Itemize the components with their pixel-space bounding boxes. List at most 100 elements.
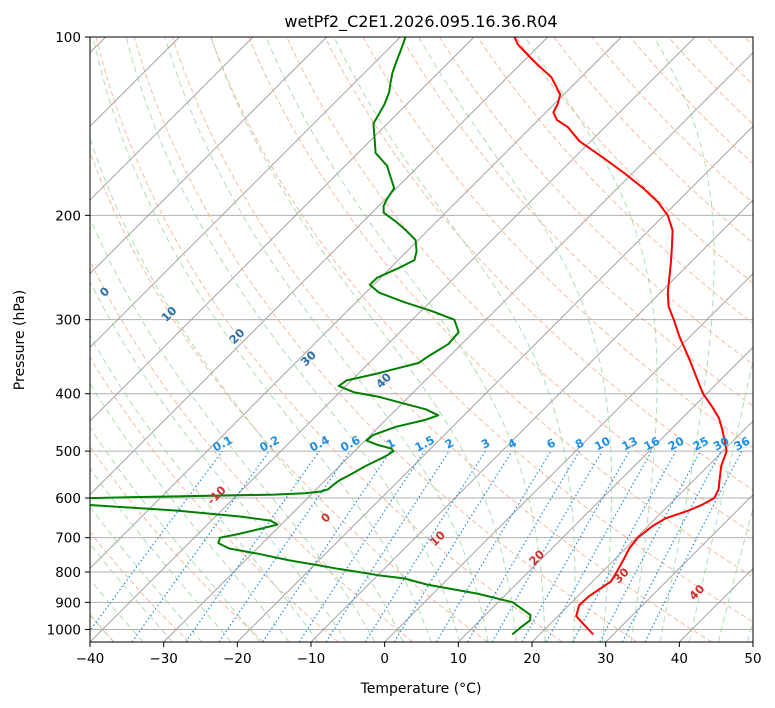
- moist-adiabat--16: [90, 382, 290, 642]
- x-axis-label: Temperature (°C): [360, 681, 482, 697]
- x-tick-label--20: −20: [223, 651, 252, 667]
- moist-adiabat--8: [90, 280, 347, 642]
- mixing-ratio-label-30: 30: [711, 434, 732, 454]
- moist-adiabat-lines: [90, 37, 753, 642]
- x-tick-label--30: −30: [149, 651, 178, 667]
- mixing-ratio-label-13: 13: [619, 434, 640, 454]
- isotherm-lines: [90, 37, 753, 642]
- mixing-ratio-line-36: [644, 450, 743, 642]
- moist-adiabat-12: [164, 37, 489, 642]
- x-tick-label--10: −10: [297, 651, 326, 667]
- y-tick-label-800: 800: [55, 565, 81, 581]
- moist-adiabat-32: [524, 37, 658, 642]
- mixing-ratio-label-20: 20: [666, 434, 687, 454]
- dry-adiabat-40: [171, 37, 712, 642]
- isotherm-20: [531, 420, 753, 642]
- isotherm--40: [90, 37, 696, 642]
- moist-adiabat-0: [90, 136, 404, 642]
- moist-adiabat--28: [90, 505, 203, 642]
- y-tick-label-400: 400: [55, 387, 81, 403]
- moist-adiabat-36: [653, 37, 715, 642]
- x-tick-label-30: 30: [597, 651, 614, 667]
- mixing-ratio-line-1.5: [298, 450, 425, 642]
- isotherm--30: [163, 52, 753, 642]
- moist-adiabat--20: [90, 426, 261, 642]
- x-tick-label-10: 10: [450, 651, 467, 667]
- y-tick-label-600: 600: [55, 491, 81, 507]
- moist-adiabat--4: [90, 216, 376, 642]
- moist-adiabat--32: [90, 542, 173, 642]
- moist-adiabat--24: [90, 467, 232, 642]
- dry-adiabat--10: [90, 356, 339, 642]
- moist-adiabat-20: [265, 37, 546, 642]
- dry-adiabat--20: [90, 445, 264, 642]
- isobar-grid: [90, 37, 753, 630]
- y-tick-label-1000: 1000: [47, 622, 81, 638]
- x-tick-label-0: 0: [380, 651, 389, 667]
- mixing-ratio-line-20: [572, 450, 677, 642]
- dry-adiabat-30: [133, 37, 638, 642]
- moist-adiabat-24: [333, 37, 576, 642]
- isotherm-10: [458, 346, 753, 642]
- chart-title: wetPf2_C2E1.2026.095.16.36.R04: [284, 12, 557, 32]
- x-tick-label-20: 20: [523, 651, 540, 667]
- moist-adiabat--36: [90, 578, 144, 642]
- isotherm--60: [90, 37, 548, 496]
- mixing-ratio-label-25: 25: [690, 434, 711, 454]
- mixing-ratio-line-2: [325, 450, 450, 642]
- moist-adiabat-4: [92, 37, 432, 642]
- moist-adiabat-28: [418, 37, 613, 642]
- temperature-line: [513, 37, 728, 636]
- plot-frame: [89, 36, 754, 643]
- dry-adiabat-80: [324, 37, 753, 491]
- mixing-ratio-line-13: [521, 450, 631, 642]
- mixing-ratio-line-0.6: [218, 450, 351, 642]
- mixing-ratio-line-0.1: [90, 450, 223, 632]
- moist-adiabat-44: [717, 506, 753, 642]
- dewpoint-line: [90, 37, 532, 636]
- y-tick-label-100: 100: [55, 30, 81, 46]
- isotherm--90: [90, 37, 327, 275]
- dry-adiabat-0: [90, 259, 414, 642]
- axis-ticks: −40 −30 −20 −10 0 10 20 30 40 50 100 200 300 400 500 60…: [47, 30, 762, 667]
- mixing-ratio-label-36: 36: [732, 434, 753, 454]
- mixing-ratio-line-4: [393, 450, 513, 642]
- dry-adiabat-110: [438, 37, 753, 366]
- moist-adiabat-16: [210, 37, 517, 642]
- isotherm--70: [90, 37, 475, 422]
- y-tick-label-300: 300: [55, 313, 81, 329]
- y-tick-label-500: 500: [55, 444, 81, 460]
- dry-adiabat-100: [400, 37, 753, 407]
- dry-adiabat-130: [515, 37, 753, 284]
- mixing-ratio-label-10: 10: [592, 434, 613, 454]
- sounding-series: [90, 37, 728, 636]
- dry-adiabat-10: [90, 150, 488, 642]
- y-tick-label-700: 700: [55, 531, 81, 547]
- moist-adiabat-40: [688, 358, 753, 642]
- mixing-ratio-line-16: [545, 450, 653, 642]
- moist-adiabat--12: [90, 334, 319, 642]
- x-tick-label-40: 40: [671, 651, 688, 667]
- isotherm-0: [384, 273, 753, 642]
- isotherm--50: [90, 37, 622, 569]
- mixing-ratio-label-16: 16: [641, 434, 662, 454]
- y-tick-label-900: 900: [55, 595, 81, 611]
- isotherm--20: [237, 125, 753, 642]
- isotherm--100: [90, 37, 254, 201]
- mixing-ratio-line-0.2: [131, 450, 270, 642]
- dry-adiabat-60: [248, 37, 753, 578]
- y-tick-label-200: 200: [55, 208, 81, 224]
- mixing-ratio-lines: [90, 450, 743, 642]
- mixing-ratio-line-1: [262, 450, 392, 642]
- dry-adiabat-lines: [90, 37, 753, 642]
- dry-adiabat-20: [95, 37, 563, 642]
- dry-adiabat--30: [90, 531, 190, 642]
- dry-adiabat-50: [210, 37, 753, 623]
- mixing-ratio-line-0.4: [185, 450, 320, 642]
- y-axis-label: Pressure (hPa): [12, 290, 28, 390]
- x-tick-label-50: 50: [744, 651, 761, 667]
- isotherm-30: [605, 494, 753, 642]
- isotherm--80: [90, 37, 401, 348]
